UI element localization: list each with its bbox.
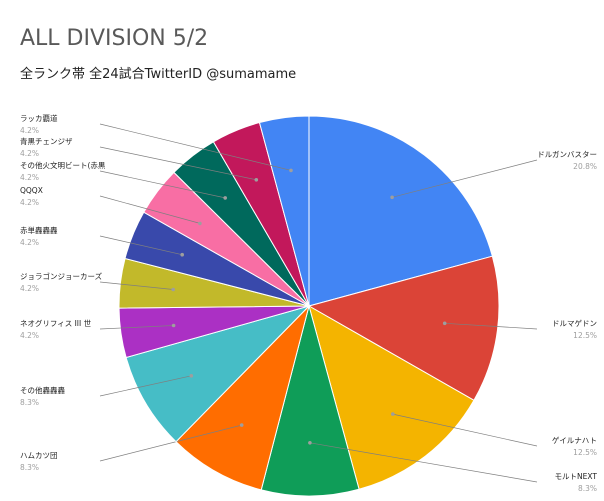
pie-slice [308,304,475,490]
slice-label: ゲイルナハト [552,436,597,445]
leader-line [99,281,174,290]
slice-label: ネオグリフィス III 世 [20,318,92,328]
slice-label: 青黒チェンジザ [20,136,73,146]
leader-dot [390,195,394,200]
leader-line [309,442,538,483]
slice-percent-label: 20.8% [573,162,597,171]
pie-slice [175,304,310,491]
leader-dot [189,374,194,378]
leader-dot [239,423,244,427]
pie-slice [258,115,310,307]
leader-dot [171,287,175,292]
leader-line [99,235,183,256]
chart-subtitle: 全ランク帯 全24試合TwitterID @sumamame [20,67,297,82]
slice-percent-label: 4.2% [20,198,39,207]
slice-percent-label: 4.2% [20,284,39,293]
leader-dot [171,323,176,328]
leader-dot [308,441,312,445]
leader-dot [254,178,259,182]
slice-percent-label: 12.5% [573,448,597,457]
leader-line [99,146,257,181]
slice-label: ハムカツ団 [20,451,58,460]
slice-percent-label: 4.2% [20,149,39,158]
pie-slice [125,305,311,443]
slice-percent-label: 8.3% [20,398,39,407]
leader-line [99,195,200,224]
leader-line [99,375,192,397]
leader-line [392,413,538,447]
leader-dot [289,168,293,173]
leader-dot [223,196,227,200]
slice-percent-label: 12.5% [573,331,597,340]
slice-percent-label: 4.2% [20,126,39,135]
leader-line [99,424,242,462]
slice-label: ラッカ覇道 [20,113,58,123]
slice-label: QQQX [20,186,43,195]
leader-line [444,322,538,330]
slice-label: ドルマゲドン [552,319,597,328]
pie-slice [260,304,360,497]
slice-label: モルトNEXT [555,472,598,481]
pie-slice [308,115,493,307]
slice-percent-label: 8.3% [578,484,597,493]
leader-line [99,123,292,171]
leader-line [99,170,226,199]
chart-title: ALL DIVISION 5/2 [20,26,209,51]
slice-percent-label: 4.2% [20,331,39,340]
slice-label: その他火文明ビート(赤黒 [20,160,106,170]
leader-line [392,159,538,198]
leader-dot [442,321,447,326]
slice-percent-label: 8.3% [20,463,39,472]
slice-label: 赤単轟轟轟 [20,225,58,235]
leader-dot [198,221,202,226]
slice-label: ドルガンバスター [537,149,597,159]
leader-line [99,325,174,330]
leader-dot [180,252,184,257]
slice-percent-label: 4.2% [20,238,39,247]
leader-dot [391,412,395,416]
slice-label: その他轟轟轟 [20,385,65,395]
pie-slice [307,255,500,401]
slice-percent-label: 4.2% [20,173,39,182]
slice-label: ジョラゴンジョーカーズ [20,271,103,281]
